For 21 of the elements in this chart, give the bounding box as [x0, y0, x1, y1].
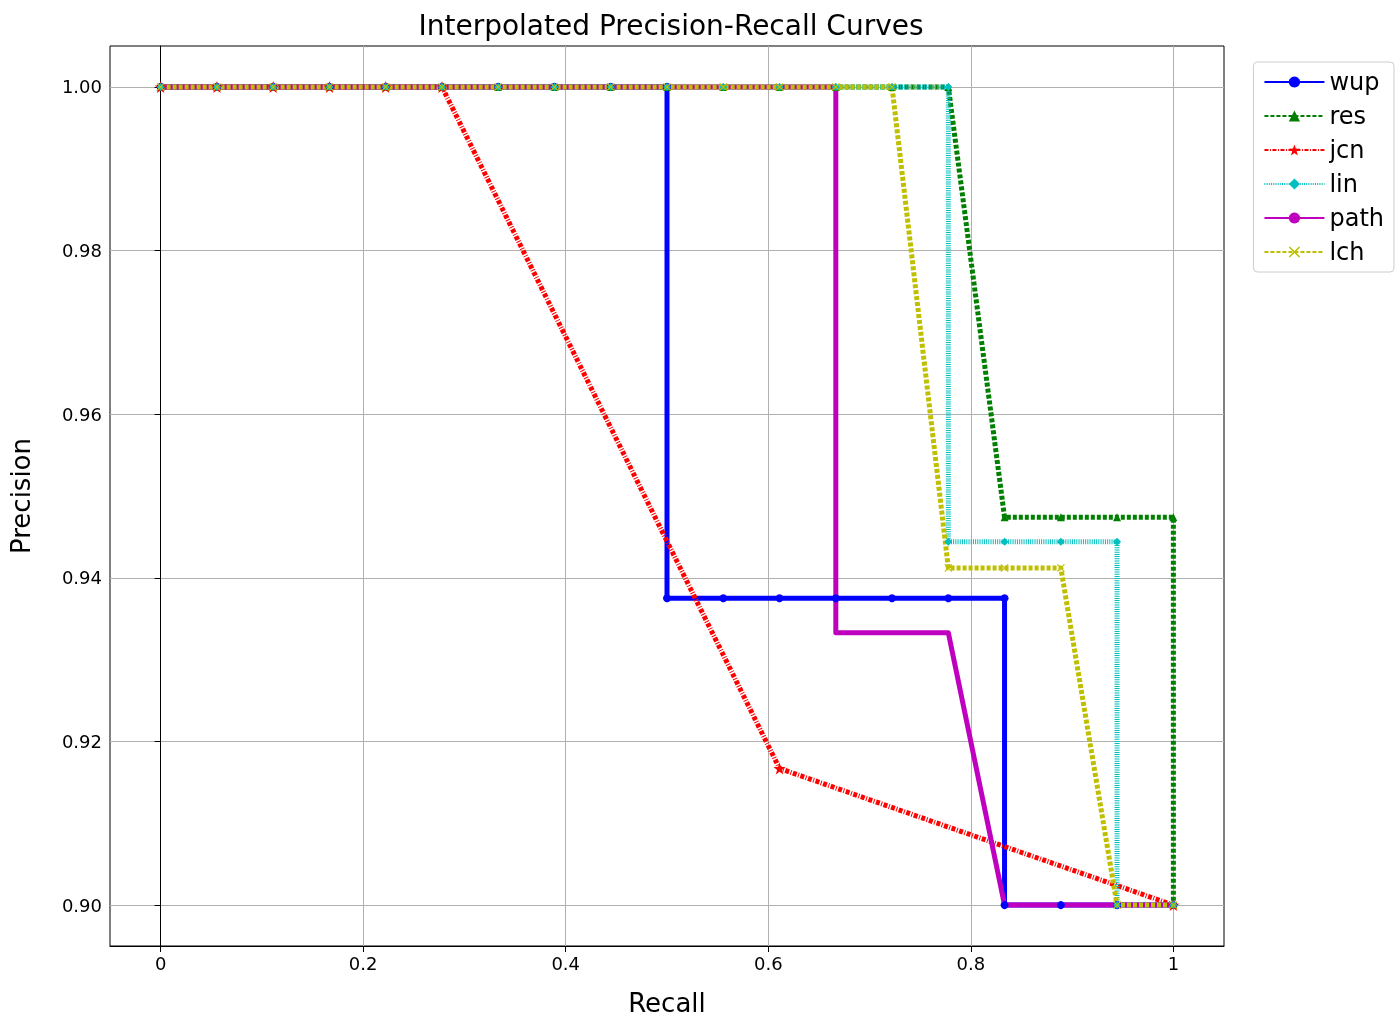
- legend-label: res: [1329, 102, 1367, 130]
- legend-label: lch: [1329, 238, 1365, 266]
- y-tick-label: 1.00: [61, 76, 102, 98]
- chart-title: Interpolated Precision-Recall Curves: [418, 8, 924, 42]
- legend-label: lin: [1329, 170, 1358, 198]
- y-tick-label: 0.96: [61, 403, 102, 425]
- y-axis-title: Precision: [6, 437, 36, 555]
- legend-label: path: [1329, 204, 1384, 232]
- x-tick-label: 1: [1167, 952, 1180, 974]
- x-tick-label: 0.8: [956, 952, 986, 974]
- x-tick-label: 0.2: [348, 952, 378, 974]
- y-tick-label: 0.94: [61, 567, 102, 589]
- x-tick-label: 0.6: [753, 952, 783, 974]
- legend-label: jcn: [1328, 136, 1365, 164]
- x-axis-title: Recall: [628, 988, 706, 1018]
- y-tick-label: 0.98: [61, 240, 102, 262]
- x-tick-label: 0.4: [551, 952, 581, 974]
- y-tick-label: 0.92: [61, 730, 102, 752]
- x-tick-label: 0: [154, 952, 167, 974]
- y-tick-label: 0.90: [61, 894, 102, 916]
- legend-label: wup: [1329, 68, 1380, 96]
